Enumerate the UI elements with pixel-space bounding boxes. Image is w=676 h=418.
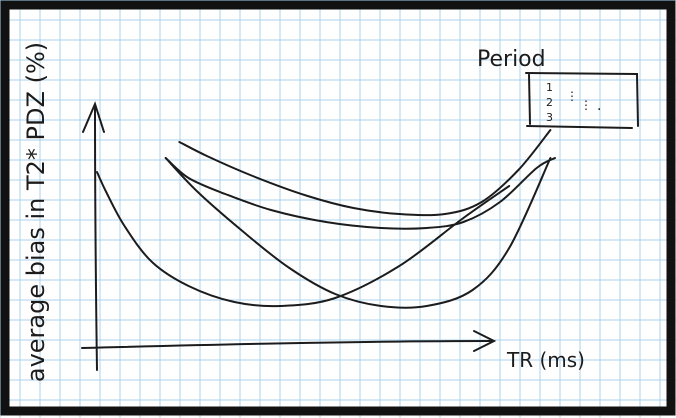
series-line xyxy=(164,157,552,309)
series-line xyxy=(164,157,556,230)
series-line xyxy=(178,129,552,217)
data-series xyxy=(96,129,556,309)
legend-entry: 2 xyxy=(546,96,553,109)
legend-entry: 1 xyxy=(546,81,553,94)
legend: 1 2 3 ⋮ ⋮ . xyxy=(525,72,639,129)
legend-entry: ⋮ xyxy=(566,89,578,103)
legend-box xyxy=(525,72,639,129)
series-line xyxy=(96,171,511,308)
x-axis-arrowhead xyxy=(473,330,497,352)
x-axis-line xyxy=(81,340,493,349)
legend-entry: 3 xyxy=(546,111,553,124)
legend-entry: . xyxy=(597,98,601,114)
y-axis-label: average bias in T2* PDZ (%) xyxy=(22,42,50,382)
x-axis-label: TR (ms) xyxy=(506,348,585,372)
legend-title: Period xyxy=(477,47,546,72)
y-axis-arrowhead xyxy=(82,101,105,133)
axes xyxy=(81,101,497,371)
legend-entry: ⋮ xyxy=(580,98,592,112)
y-axis-line xyxy=(94,105,98,371)
